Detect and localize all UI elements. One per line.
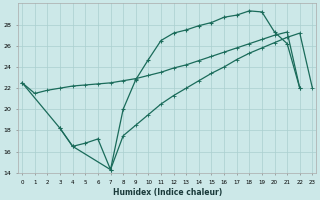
X-axis label: Humidex (Indice chaleur): Humidex (Indice chaleur) <box>113 188 222 197</box>
